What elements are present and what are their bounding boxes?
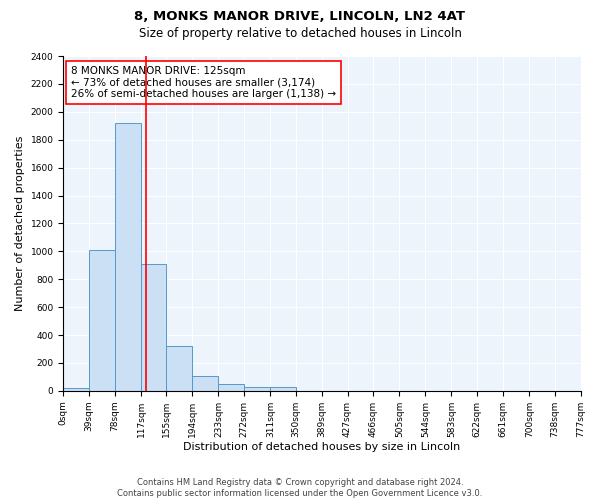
- Bar: [244, 388, 270, 391]
- Y-axis label: Number of detached properties: Number of detached properties: [15, 136, 25, 311]
- Bar: [166, 346, 193, 391]
- X-axis label: Distribution of detached houses by size in Lincoln: Distribution of detached houses by size …: [183, 442, 461, 452]
- Bar: [218, 384, 244, 391]
- Bar: [89, 250, 115, 391]
- Bar: [270, 388, 296, 391]
- Text: 8 MONKS MANOR DRIVE: 125sqm
← 73% of detached houses are smaller (3,174)
26% of : 8 MONKS MANOR DRIVE: 125sqm ← 73% of det…: [71, 66, 336, 99]
- Bar: [141, 264, 166, 391]
- Bar: [63, 388, 89, 391]
- Text: 8, MONKS MANOR DRIVE, LINCOLN, LN2 4AT: 8, MONKS MANOR DRIVE, LINCOLN, LN2 4AT: [134, 10, 466, 23]
- Text: Contains HM Land Registry data © Crown copyright and database right 2024.
Contai: Contains HM Land Registry data © Crown c…: [118, 478, 482, 498]
- Text: Size of property relative to detached houses in Lincoln: Size of property relative to detached ho…: [139, 28, 461, 40]
- Bar: [193, 376, 218, 391]
- Bar: [115, 123, 141, 391]
